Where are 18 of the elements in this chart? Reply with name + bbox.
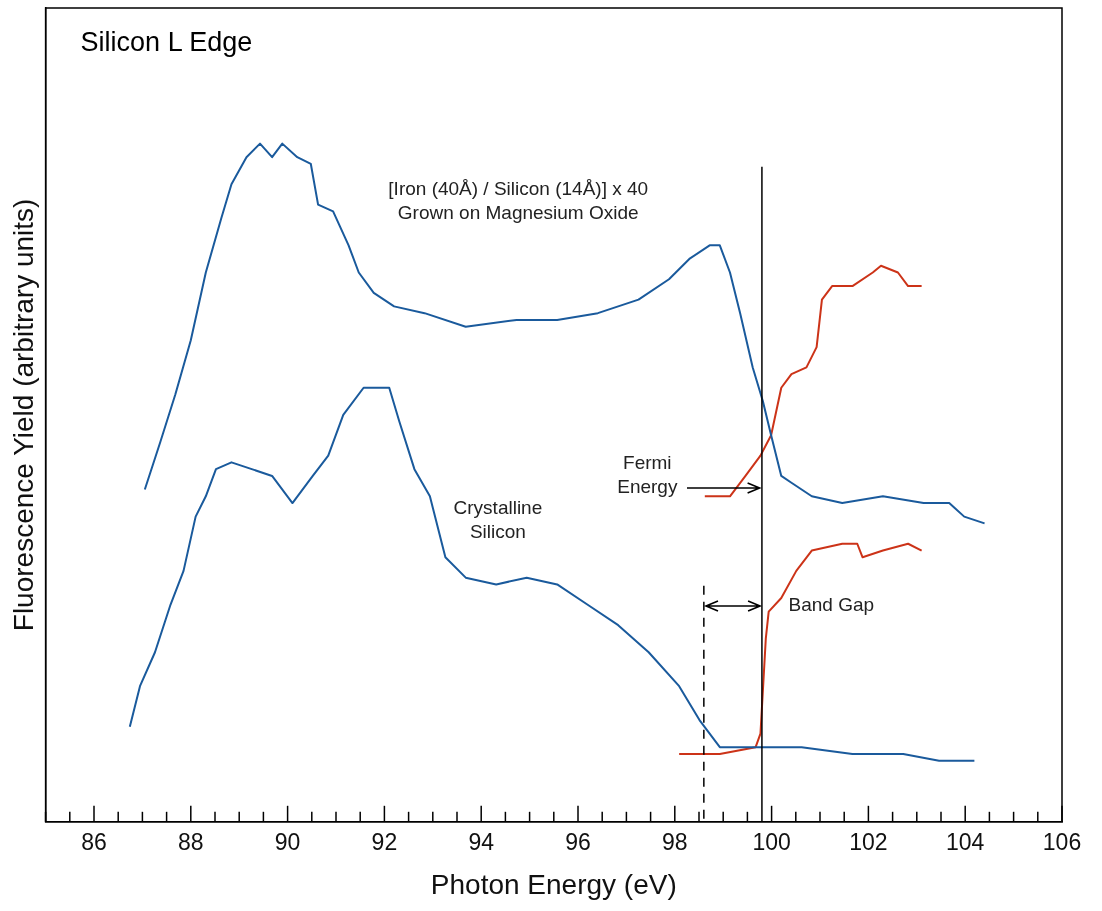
x-tick-label: 96 <box>565 828 591 855</box>
x-tick-label: 104 <box>946 828 985 855</box>
annotation: Band Gap <box>788 594 875 616</box>
x-tick-label: 106 <box>1042 828 1082 855</box>
x-axis-title: Photon Energy (eV) <box>430 868 677 900</box>
x-tick-label: 102 <box>849 828 888 855</box>
x-tick-label: 100 <box>752 828 791 855</box>
chart-title: Silicon L Edge <box>80 26 253 57</box>
annotation: [Iron (40Å) / Silicon (14Å)] x 40 Grown on Magnesium Oxide <box>388 177 649 223</box>
x-tick-label: 88 <box>178 828 204 855</box>
annotation: Crystalline Silicon <box>453 496 543 542</box>
y-axis-title: Fluorescence Yield (arbitrary units) <box>7 198 39 632</box>
x-tick-label: 86 <box>81 828 107 855</box>
x-tick-label: 98 <box>662 828 688 855</box>
x-tick-label: 92 <box>371 828 398 855</box>
annotation: Fermi Energy <box>617 452 678 498</box>
x-tick-label: 94 <box>468 828 495 855</box>
x-tick-label: 90 <box>274 828 301 855</box>
